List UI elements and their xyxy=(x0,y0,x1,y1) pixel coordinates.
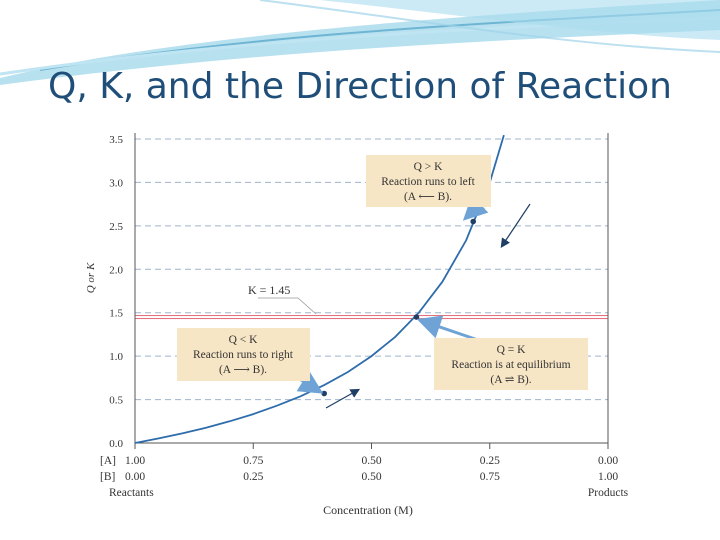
direction-arrow-left xyxy=(500,203,531,248)
curve-point xyxy=(413,314,420,320)
direction-arrow-right xyxy=(325,388,361,409)
callout-q-less-k-line2: Reaction runs to right xyxy=(193,349,294,361)
products-label: Products xyxy=(588,487,629,499)
k-label-leader xyxy=(258,297,317,315)
y-axis-label: Q or K xyxy=(85,262,97,293)
x-tick-label-b: 0.75 xyxy=(480,471,500,483)
x-tick-label-b: 0.50 xyxy=(361,471,381,483)
x-row-label-b: [B] xyxy=(100,471,115,483)
callout-pointer-arrow xyxy=(462,195,489,221)
y-tick-label: 3.0 xyxy=(109,177,123,189)
qk-chart: 0.0 0.5 1.0 1.5 2.0 2.5 3.0 3.5 1.00 0.00 0.75 0.25… xyxy=(85,133,629,517)
callout-q-less-k: Q < K Reaction runs to right (A ⟶ B). xyxy=(177,328,310,381)
callout-pointer-arrow xyxy=(416,315,479,342)
x-tick-label-a: 0.50 xyxy=(361,455,381,467)
x-axis-label: Concentration (M) xyxy=(323,503,413,517)
y-tick-label: 0.5 xyxy=(109,395,123,407)
callout-q-equals-k-line3: (A ⇌ B). xyxy=(490,374,531,386)
x-tick-label-a: 0.00 xyxy=(598,455,618,467)
slide-title: Q, K, and the Direction of Reaction xyxy=(48,66,672,107)
header-swoosh xyxy=(0,0,720,85)
callout-q-equals-k-line2: Reaction is at equilibrium xyxy=(451,359,570,371)
callout-q-less-k-line1: Q < K xyxy=(229,334,259,346)
k-line-label: K = 1.45 xyxy=(248,283,290,297)
callout-q-less-k-line3: (A ⟶ B). xyxy=(219,364,267,376)
x-tick-label-a: 0.25 xyxy=(480,455,500,467)
callout-q-greater-k-line2: Reaction runs to left xyxy=(381,176,475,188)
q-curve xyxy=(134,134,505,444)
callout-q-greater-k: Q > K Reaction runs to left (A ⟵ B). xyxy=(366,155,491,207)
y-tick-label: 1.5 xyxy=(109,308,123,320)
x-tick-label-a: 1.00 xyxy=(125,455,145,467)
callout-q-greater-k-line3: (A ⟵ B). xyxy=(404,191,452,203)
y-tick-label: 3.5 xyxy=(109,134,123,146)
callout-q-greater-k-line1: Q > K xyxy=(414,161,444,173)
x-tick-label-a: 0.75 xyxy=(243,455,263,467)
y-tick-label: 2.5 xyxy=(109,221,123,233)
callout-q-equals-k: Q = K Reaction is at equilibrium (A ⇌ B)… xyxy=(434,338,588,390)
qk-figure: 0.0 0.5 1.0 1.5 2.0 2.5 3.0 3.5 1.00 0.00 0.75 0.25… xyxy=(80,128,640,520)
reactants-label: Reactants xyxy=(109,487,154,499)
x-tick-label-b: 0.00 xyxy=(125,471,145,483)
x-row-label-a: [A] xyxy=(100,455,116,467)
x-tick-label-b: 0.25 xyxy=(243,471,263,483)
y-tick-label: 1.0 xyxy=(109,351,123,363)
curve-point xyxy=(470,218,476,225)
y-tick-label: 0.0 xyxy=(109,438,123,450)
callout-q-equals-k-line1: Q = K xyxy=(497,344,527,356)
x-tick-label-b: 1.00 xyxy=(598,471,618,483)
y-tick-label: 2.0 xyxy=(109,264,123,276)
k-line xyxy=(134,315,609,320)
curve-point xyxy=(321,390,327,397)
